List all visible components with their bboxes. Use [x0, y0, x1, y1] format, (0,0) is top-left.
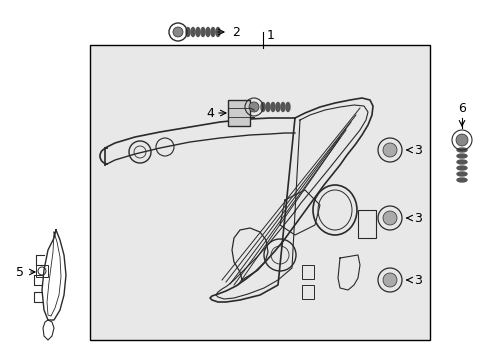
Circle shape	[248, 102, 259, 112]
FancyBboxPatch shape	[227, 100, 249, 126]
Ellipse shape	[456, 160, 466, 164]
Ellipse shape	[281, 103, 285, 112]
Bar	[357, 210, 375, 238]
Ellipse shape	[265, 103, 269, 112]
Text: 3: 3	[413, 274, 421, 287]
Text: 4: 4	[205, 107, 213, 120]
Ellipse shape	[201, 27, 204, 36]
Ellipse shape	[456, 178, 466, 182]
Text: 2: 2	[231, 26, 240, 39]
Ellipse shape	[205, 27, 209, 36]
Circle shape	[455, 134, 467, 146]
Ellipse shape	[456, 172, 466, 176]
Text: 1: 1	[266, 28, 274, 41]
Circle shape	[382, 211, 396, 225]
Text: 6: 6	[457, 102, 465, 114]
Ellipse shape	[456, 154, 466, 158]
Text: 3: 3	[413, 144, 421, 157]
Ellipse shape	[191, 27, 195, 36]
Ellipse shape	[185, 27, 190, 36]
Ellipse shape	[216, 27, 220, 36]
Bar	[302, 265, 313, 279]
Ellipse shape	[456, 148, 466, 152]
Ellipse shape	[275, 103, 280, 112]
Ellipse shape	[456, 166, 466, 170]
Circle shape	[382, 273, 396, 287]
Ellipse shape	[210, 27, 215, 36]
Bar	[36, 265, 48, 277]
Ellipse shape	[270, 103, 274, 112]
Circle shape	[173, 27, 183, 37]
Bar	[90, 45, 429, 340]
Circle shape	[382, 143, 396, 157]
Ellipse shape	[285, 103, 289, 112]
Ellipse shape	[196, 27, 200, 36]
Text: 3: 3	[413, 212, 421, 225]
Text: 5: 5	[16, 266, 24, 279]
Ellipse shape	[261, 103, 264, 112]
Bar	[302, 285, 313, 299]
